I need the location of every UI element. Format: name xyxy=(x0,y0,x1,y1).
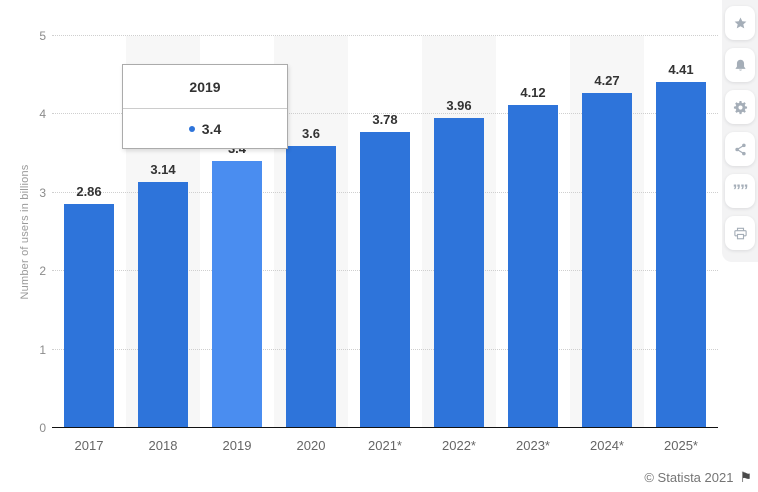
print-button[interactable] xyxy=(725,216,755,250)
bar-value-label: 4.12 xyxy=(520,85,546,100)
x-axis-labels: 2017 2018 2019 2020 2021* 2022* 2023* 2024* 2025… xyxy=(52,433,718,453)
quote-icon: ”” xyxy=(732,181,749,200)
x-axis-label: 2025* xyxy=(664,438,698,453)
y-tick-label: 4 xyxy=(39,107,46,122)
cite-button[interactable]: ”” xyxy=(725,174,755,208)
bar-value-label: 4.27 xyxy=(594,73,620,89)
x-axis-label: 2017 xyxy=(74,438,104,453)
bar-2021*[interactable] xyxy=(360,131,410,428)
bar-value-label: 3.14 xyxy=(150,161,176,177)
bar-2023*[interactable] xyxy=(508,105,558,428)
bar-2024*[interactable] xyxy=(582,93,632,428)
notifications-button[interactable] xyxy=(725,48,755,82)
x-axis-label: 2022* xyxy=(442,438,476,453)
y-tick-label: 2 xyxy=(39,264,46,279)
copyright-text: © Statista 2021 xyxy=(644,470,734,485)
bar-2018[interactable] xyxy=(138,181,188,428)
tooltip: 2019 3.4 xyxy=(122,64,288,149)
bar-2017[interactable] xyxy=(64,203,114,428)
copyright: © Statista 2021 ⚑ xyxy=(644,469,752,486)
tooltip-value-row: 3.4 xyxy=(123,109,287,149)
star-icon xyxy=(733,16,748,31)
tooltip-value: 3.4 xyxy=(201,121,222,137)
bar-2025*[interactable] xyxy=(656,82,706,428)
gear-icon xyxy=(733,100,748,115)
x-axis-label: 2018 xyxy=(148,438,178,453)
y-axis-title: Number of users in billions xyxy=(19,164,31,300)
x-axis-label: 2023* xyxy=(516,438,550,453)
print-icon xyxy=(733,226,748,241)
favorite-button[interactable] xyxy=(725,6,755,40)
bell-icon xyxy=(733,58,748,73)
bar-2022*[interactable] xyxy=(434,117,484,428)
bar-value-label: 3.6 xyxy=(301,125,321,141)
plot-area: 2.86 3.14 3.4 3.6 3.78 3.96 4.12 4.27 4.41 xyxy=(52,35,718,428)
x-axis-label: 2021* xyxy=(368,438,402,453)
bar-value-label: 4.41 xyxy=(668,62,694,78)
x-axis-line xyxy=(52,427,718,428)
bar-2019[interactable] xyxy=(212,161,262,428)
flag-icon[interactable]: ⚑ xyxy=(739,469,752,485)
grid-line xyxy=(52,113,718,115)
y-tick-label: 5 xyxy=(39,29,46,43)
settings-button[interactable] xyxy=(725,90,755,124)
bar-value-label: 2.86 xyxy=(76,183,102,199)
share-icon xyxy=(733,142,748,157)
y-tick-label: 3 xyxy=(39,185,46,200)
y-tick-label: 1 xyxy=(39,342,46,357)
x-axis-label: 2020 xyxy=(296,438,326,453)
x-axis-label: 2019 xyxy=(222,438,252,453)
share-button[interactable] xyxy=(725,132,755,166)
bar-2020[interactable] xyxy=(286,145,336,428)
bar-value-label: 3.78 xyxy=(372,111,398,127)
y-tick-label: 0 xyxy=(39,421,46,435)
tooltip-marker-dot xyxy=(188,126,195,132)
x-axis-label: 2024* xyxy=(590,438,624,453)
toolbar-sidebar: ”” xyxy=(722,0,758,262)
tooltip-title: 2019 xyxy=(123,65,287,109)
bar-value-label: 3.96 xyxy=(446,97,472,113)
grid-line xyxy=(52,35,718,36)
